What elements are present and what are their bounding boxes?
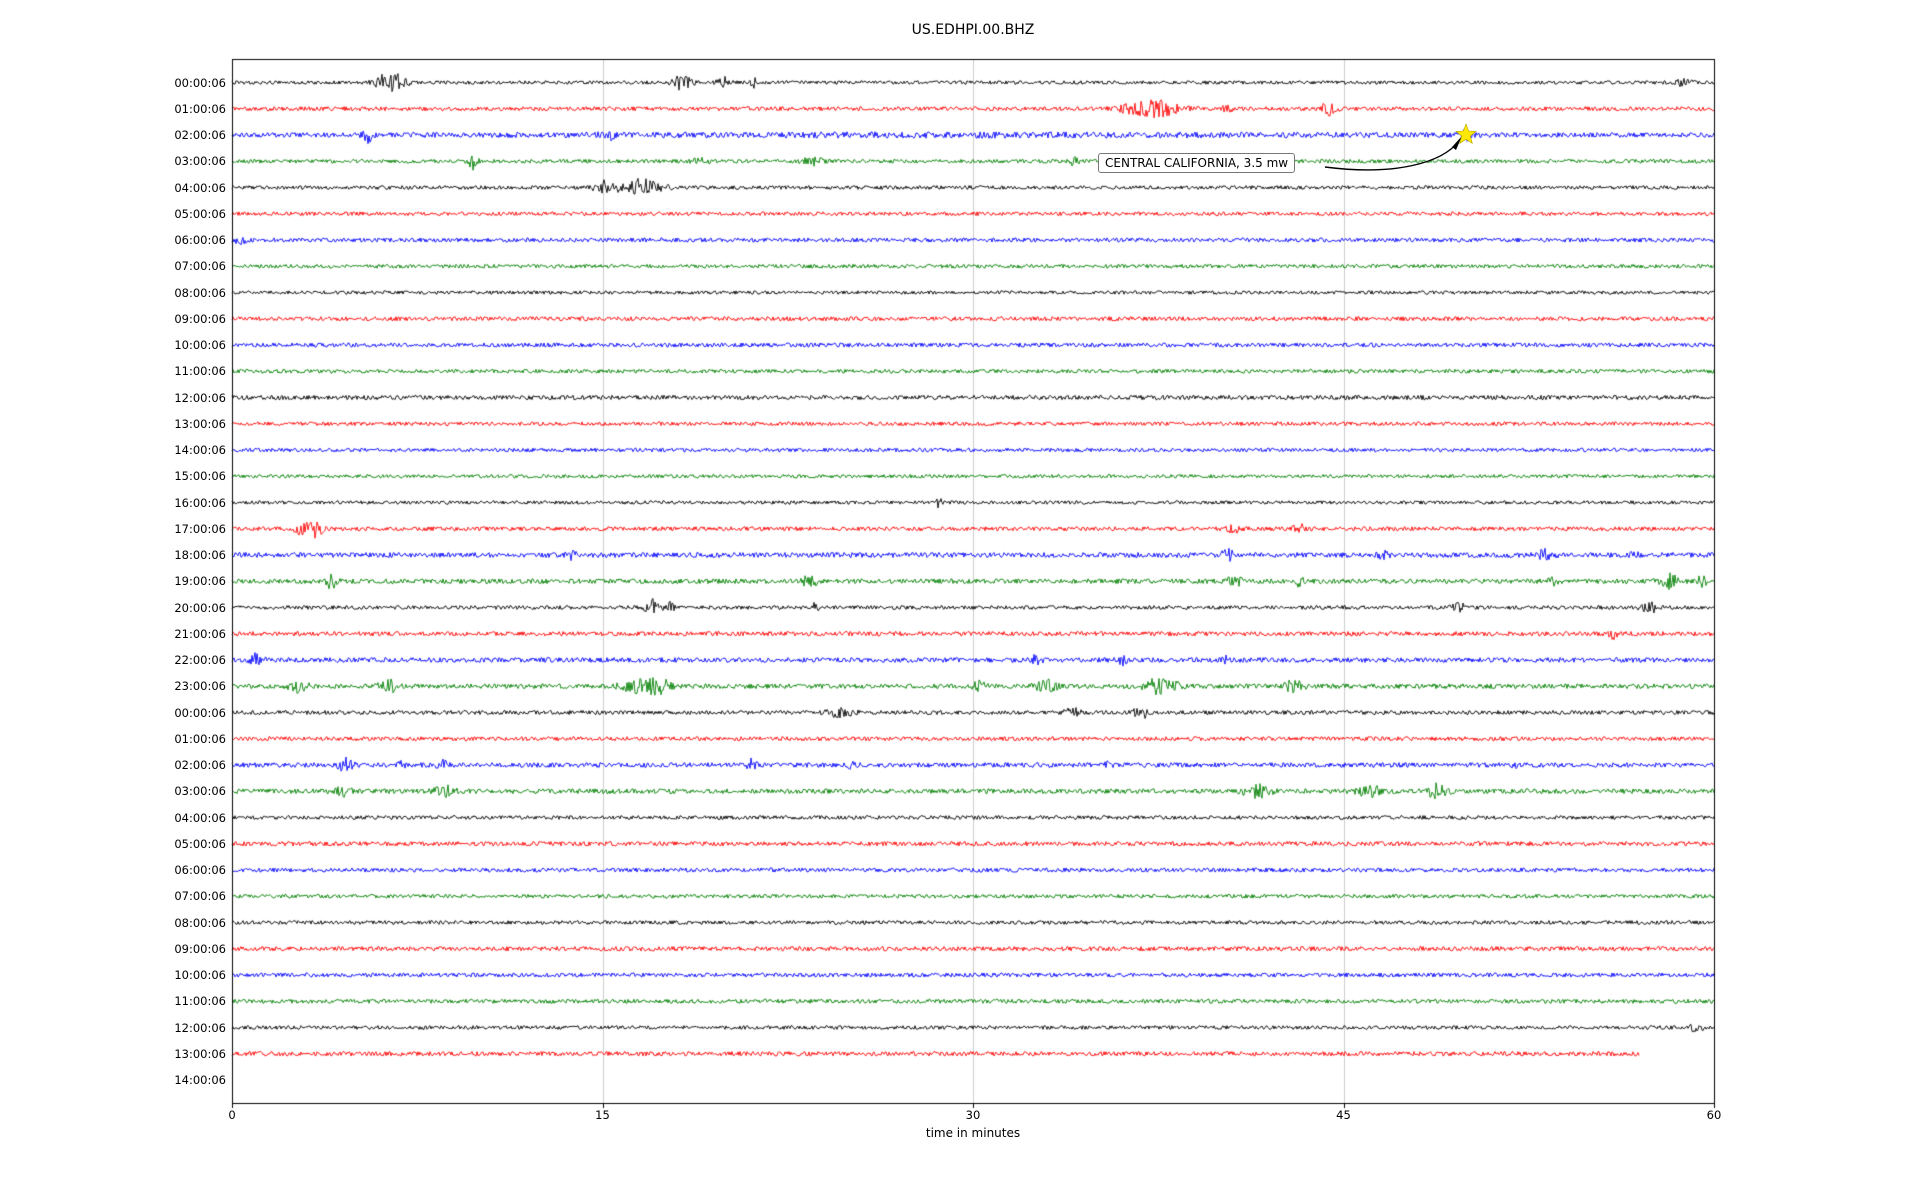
row-label: 10:00:06: [174, 968, 226, 982]
row-label: 19:00:06: [174, 574, 226, 589]
x-tick-label: 0: [228, 1108, 236, 1122]
row-label: 23:00:06: [174, 679, 226, 694]
x-tick-label: 60: [1706, 1108, 1722, 1122]
row-label: 08:00:06: [174, 915, 226, 930]
row-label: 09:00:06: [174, 941, 226, 956]
row-label: 03:00:06: [174, 784, 226, 799]
row-label: 06:00:06: [174, 233, 226, 247]
row-label: 04:00:06: [174, 180, 226, 195]
row-label: 12:00:06: [174, 1020, 226, 1035]
row-label: 13:00:06: [174, 416, 226, 431]
row-label: 10:00:06: [174, 338, 226, 352]
row-label: 03:00:06: [174, 154, 226, 169]
row-label: 07:00:06: [174, 889, 226, 904]
row-label: 05:00:06: [174, 206, 226, 221]
row-label: 08:00:06: [174, 285, 226, 300]
row-label: 16:00:06: [174, 495, 226, 510]
row-label: 12:00:06: [174, 390, 226, 405]
row-label: 15:00:06: [174, 469, 226, 484]
x-tick-label: 15: [595, 1108, 610, 1122]
row-label: 01:00:06: [174, 101, 226, 116]
row-label: 00:00:06: [174, 705, 226, 720]
row-label: 14:00:06: [174, 1073, 226, 1087]
row-label: 09:00:06: [174, 311, 226, 326]
row-label: 20:00:06: [174, 600, 226, 615]
row-label: 21:00:06: [174, 626, 226, 641]
row-label: 13:00:06: [174, 1046, 226, 1061]
row-label: 11:00:06: [174, 364, 226, 379]
row-label: 14:00:06: [174, 443, 226, 457]
row-label: 02:00:06: [174, 758, 226, 772]
row-label: 06:00:06: [174, 863, 226, 877]
row-label: 05:00:06: [174, 836, 226, 851]
row-label: 02:00:06: [174, 128, 226, 142]
x-tick-label: 45: [1336, 1108, 1351, 1122]
row-label: 17:00:06: [174, 521, 226, 536]
event-annotation: CENTRAL CALIFORNIA, 3.5 mw: [1098, 153, 1296, 173]
row-label: 22:00:06: [174, 653, 226, 667]
row-label: 01:00:06: [174, 731, 226, 746]
row-label: 00:00:06: [174, 75, 226, 90]
x-tick-label: 30: [965, 1108, 981, 1122]
row-label: 07:00:06: [174, 259, 226, 274]
row-label: 04:00:06: [174, 810, 226, 825]
row-label: 11:00:06: [174, 994, 226, 1009]
row-label: 18:00:06: [174, 548, 226, 562]
x-axis-label: time in minutes: [925, 1126, 1021, 1140]
